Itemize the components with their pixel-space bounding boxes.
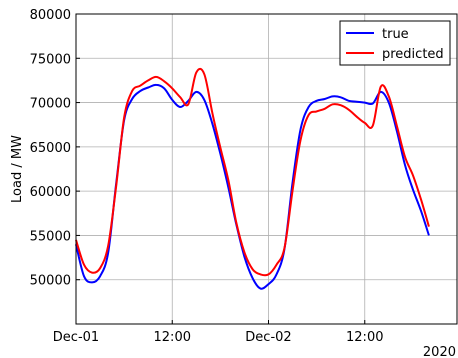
y-tick-label: 80000 <box>30 8 71 23</box>
plot-frame <box>75 13 458 325</box>
x-tick-label: 12:00 <box>346 330 383 345</box>
axes: 50000 55000 60000 65000 70000 75000 80000 Dec-0… <box>30 8 384 345</box>
y-tick-label: 50000 <box>30 274 71 289</box>
y-axis-label: Load / MW <box>10 135 25 203</box>
legend: true predicted <box>339 20 451 66</box>
legend-label-true: true <box>382 27 409 42</box>
x-tick-label: Dec-02 <box>245 330 291 345</box>
x-axis-offset-label: 2020 <box>423 345 456 358</box>
x-tick-label: Dec-01 <box>53 330 99 345</box>
legend-label-predicted: predicted <box>382 47 444 62</box>
y-tick-label: 55000 <box>30 229 71 244</box>
x-tick-label: 12:00 <box>154 330 191 345</box>
y-tick-label: 75000 <box>30 52 71 67</box>
series-line-predicted <box>75 67 430 277</box>
y-tick-label: 70000 <box>30 97 71 112</box>
series-line-true <box>75 83 430 290</box>
y-tick-label: 60000 <box>30 185 71 200</box>
legend-box <box>339 20 451 66</box>
series-lines <box>75 67 430 290</box>
y-tick-label: 65000 <box>30 141 71 156</box>
